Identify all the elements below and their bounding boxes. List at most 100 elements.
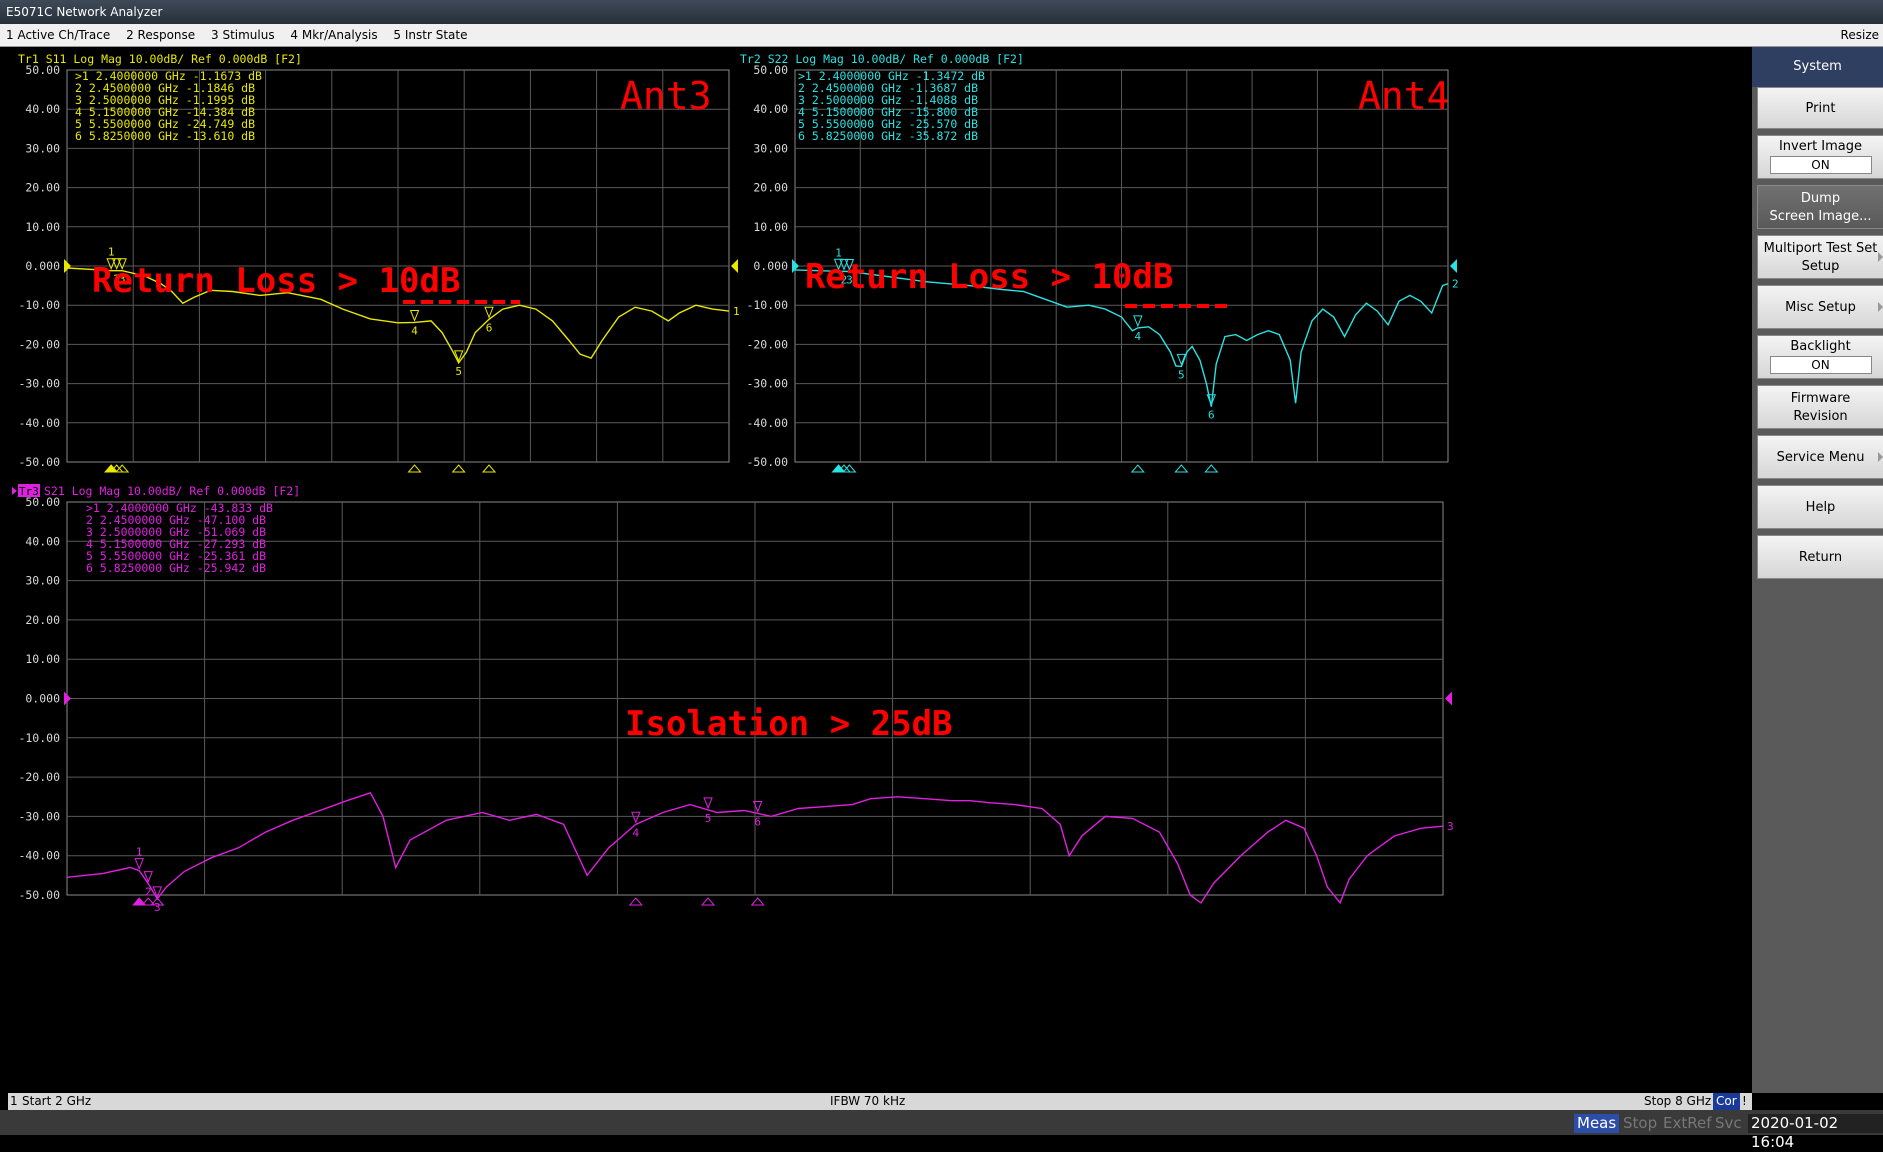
marker-number: 6: [486, 321, 493, 334]
y-tick-label: -50.00: [18, 888, 60, 902]
stop-frequency[interactable]: Stop 8 GHz: [1644, 1094, 1712, 1108]
marker-icon: [833, 258, 844, 271]
backlight-value: ON: [1769, 356, 1872, 374]
menu-response[interactable]: 2 Response: [126, 28, 196, 42]
y-tick-label: 20.00: [25, 613, 60, 627]
misc-setup-button[interactable]: Misc Setup: [1757, 285, 1883, 329]
ifbw-value[interactable]: IFBW 70 kHz: [830, 1094, 906, 1108]
help-label: Help: [1805, 500, 1836, 515]
marker-icon: [117, 258, 127, 271]
marker-icon: [1133, 315, 1143, 328]
stimulus-marker-icon: [150, 897, 165, 906]
y-tick-label: 40.00: [25, 534, 60, 548]
y-tick-label: 50.00: [753, 63, 788, 77]
trace-display: Tr1 S11 Log Mag 10.00dB/ Ref 0.000dB [F2…: [12, 52, 1459, 914]
window-title-bar: E5071C Network Analyzer: [0, 0, 1883, 24]
return-button[interactable]: Return: [1757, 535, 1883, 579]
marker-number: 1: [136, 846, 143, 859]
marker-icon: [409, 309, 420, 322]
marker-icon: [152, 886, 163, 899]
marker-number: 2: [113, 273, 120, 286]
y-tick-label: 30.00: [25, 574, 60, 588]
submenu-arrow-icon: [1878, 302, 1883, 312]
menu-active-ch-trace[interactable]: 1 Active Ch/Trace: [6, 28, 111, 42]
resize-menu[interactable]: Resize: [1840, 28, 1879, 42]
marker-icon: [844, 258, 855, 271]
y-tick-label: -30.00: [18, 377, 60, 391]
y-tick-label: -20.00: [18, 337, 60, 351]
marker-icon: [1176, 353, 1187, 366]
marker-icon: [134, 858, 144, 870]
menu-instr-state[interactable]: 5 Instr State: [393, 28, 468, 42]
marker-readout-row: 6 5.8250000 GHz -35.872 dB: [798, 129, 978, 143]
y-tick-label: -10.00: [18, 298, 60, 312]
stimulus-marker-icon: [115, 464, 130, 473]
trace-tag: Tr3: [19, 485, 39, 498]
print-label: Print: [1805, 101, 1836, 116]
marker-number: 1: [835, 246, 842, 259]
dump-label: Dump: [1800, 191, 1841, 206]
trace-end-label: 1: [733, 305, 740, 318]
y-tick-label: 0.000: [25, 692, 60, 706]
y-tick-label: -20.00: [18, 770, 60, 784]
y-tick-label: -40.00: [746, 416, 788, 430]
marker-readout-row: 3 2.5000000 GHz -51.069 dB: [86, 525, 266, 539]
multiport-label-2: Setup: [1801, 259, 1840, 274]
backlight-label: Backlight: [1790, 339, 1851, 354]
start-frequency[interactable]: Start 2 GHz: [22, 1094, 92, 1108]
trace-panel-s21: Tr3 S21 Log Mag 10.00dB/ Ref 0.000dB [F2]…: [12, 484, 1454, 914]
firmware-label-2: Revision: [1793, 409, 1848, 424]
marker-readout-row: 2 2.4500000 GHz -47.100 dB: [86, 513, 266, 527]
y-tick-label: 10.00: [25, 652, 60, 666]
marker-number: 5: [455, 365, 462, 378]
marker-number: 4: [1135, 330, 1142, 343]
marker-readout-row: 4 5.1500000 GHz -15.800 dB: [798, 105, 978, 119]
trace-header: Tr1 S11 Log Mag 10.00dB/ Ref 0.000dB [F2…: [18, 52, 302, 66]
y-tick-label: 40.00: [25, 102, 60, 116]
warning-indicator: !: [1742, 1094, 1747, 1108]
menu-mkr-analysis[interactable]: 4 Mkr/Analysis: [290, 28, 378, 42]
active-trace-arrow-icon: [12, 487, 17, 495]
stimulus-marker-icon: [1130, 464, 1145, 473]
marker-icon: [631, 811, 641, 824]
marker-number: 2: [841, 273, 848, 286]
print-button[interactable]: Print: [1757, 87, 1883, 129]
invert-image-label: Invert Image: [1778, 139, 1863, 154]
status-meas: Meas: [1574, 1114, 1620, 1133]
spec-annotation: Isolation > 25dB: [625, 704, 953, 744]
marker-readout-row: 2 2.4500000 GHz -1.3687 dB: [798, 81, 978, 95]
firmware-revision-button[interactable]: Firmware Revision: [1757, 385, 1883, 429]
marker-number: 2: [145, 886, 152, 899]
service-menu-button[interactable]: Service Menu: [1757, 435, 1883, 479]
marker-number: 6: [754, 815, 761, 828]
y-tick-label: 30.00: [25, 141, 60, 155]
trace-panel-s22: Tr2 S22 Log Mag 10.00dB/ Ref 0.000dB [F2…: [740, 52, 1459, 473]
trace-line-s11: [66, 267, 730, 365]
y-tick-label: -50.00: [746, 455, 788, 469]
reference-arrow-icon: [64, 259, 71, 273]
stimulus-marker-icon: [750, 897, 765, 906]
marker-number: 6: [1208, 409, 1215, 422]
marker-readout-row: 6 5.8250000 GHz -25.942 dB: [86, 561, 266, 575]
help-button[interactable]: Help: [1757, 485, 1883, 529]
stimulus-marker-icon: [481, 464, 497, 473]
dump-screen-image-button[interactable]: Dump Screen Image...: [1757, 185, 1883, 229]
y-tick-label: -10.00: [746, 298, 788, 312]
backlight-button[interactable]: Backlight ON: [1757, 335, 1883, 379]
reference-arrow-icon: [731, 259, 738, 273]
marker-number: 3: [119, 273, 126, 286]
marker-number: 5: [705, 812, 712, 825]
invert-image-button[interactable]: Invert Image ON: [1757, 135, 1883, 179]
y-tick-label: 20.00: [753, 181, 788, 195]
marker-number: 3: [846, 273, 853, 286]
menu-stimulus[interactable]: 3 Stimulus: [211, 28, 275, 42]
y-tick-label: 10.00: [753, 220, 788, 234]
stimulus-marker-icon: [407, 464, 422, 473]
trace-header: Tr2 S22 Log Mag 10.00dB/ Ref 0.000dB [F2…: [740, 52, 1024, 66]
submenu-arrow-icon: [1878, 252, 1883, 262]
spec-annotation: Return Loss > 10dB: [805, 257, 1173, 297]
multiport-test-set-button[interactable]: Multiport Test Set Setup: [1757, 235, 1883, 279]
softkey-title: System: [1752, 47, 1883, 87]
marker-readout-row: 5 5.5500000 GHz -25.361 dB: [86, 549, 266, 563]
stimulus-marker-icon: [842, 464, 857, 473]
